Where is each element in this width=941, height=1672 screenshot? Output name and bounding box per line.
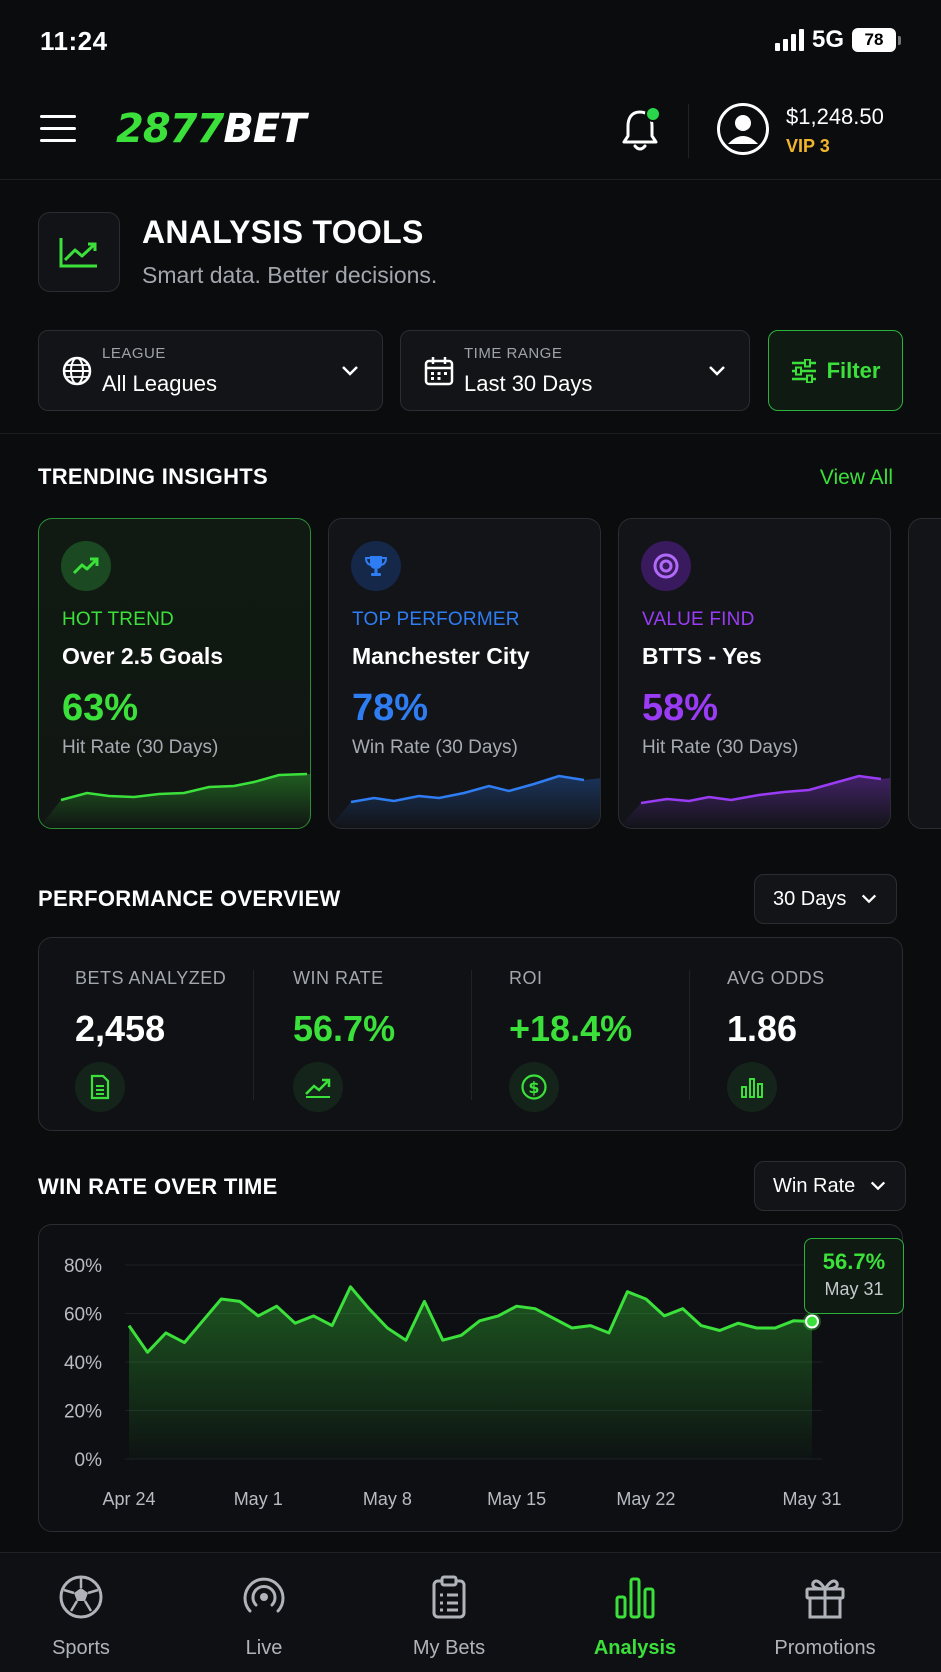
sparkline <box>39 772 310 828</box>
league-label: LEAGUE <box>102 345 166 362</box>
network-label: 5G <box>811 26 844 53</box>
filter-label: Filter <box>826 357 881 383</box>
nav-sports[interactable]: Sports <box>0 1553 171 1672</box>
calendar-icon <box>424 357 454 386</box>
chevron-down-icon <box>709 366 725 376</box>
time-range-value: Last 30 Days <box>464 371 593 396</box>
y-tick-label: 40% <box>64 1353 102 1374</box>
globe-icon <box>62 356 92 386</box>
nav-live[interactable]: Live <box>174 1553 354 1672</box>
section-divider <box>0 433 941 434</box>
app-header <box>0 82 941 180</box>
insight-card-peek[interactable] <box>908 518 941 829</box>
broadcast-icon <box>243 1577 285 1613</box>
league-selector[interactable]: LEAGUE All Leagues <box>38 330 383 411</box>
x-tick-label: May 15 <box>487 1489 546 1509</box>
time-range-label: TIME RANGE <box>464 345 563 362</box>
card-percentage: 78% <box>352 687 429 729</box>
document-icon <box>75 1062 125 1112</box>
x-tick-label: May 22 <box>616 1489 675 1509</box>
view-all-link[interactable]: View All <box>819 466 893 489</box>
account-balance[interactable]: $1,248.50 <box>786 104 884 129</box>
win-chart-title: WIN RATE OVER TIME <box>38 1174 278 1199</box>
sparkline <box>329 774 600 828</box>
vip-level: VIP 3 <box>786 136 830 156</box>
soccer-ball-icon <box>59 1575 103 1619</box>
card-name: Manchester City <box>352 643 530 669</box>
clipboard-icon <box>432 1575 466 1619</box>
card-subtitle: Hit Rate (30 Days) <box>642 737 799 758</box>
dollar-coin-icon: $ <box>509 1062 559 1112</box>
notification-dot <box>645 106 661 122</box>
chevron-down-icon <box>862 894 877 904</box>
x-tick-label: May 1 <box>234 1489 283 1509</box>
league-value: All Leagues <box>102 371 217 396</box>
sliders-icon <box>791 358 816 383</box>
time-range-selector[interactable]: TIME RANGE Last 30 Days <box>400 330 750 411</box>
x-tick-label: May 8 <box>363 1489 412 1509</box>
trending-title: TRENDING INSIGHTS <box>38 464 268 489</box>
card-tag: VALUE FIND <box>642 609 755 630</box>
x-tick-label: Apr 24 <box>102 1489 155 1509</box>
filter-button[interactable]: Filter <box>768 330 903 411</box>
battery-level: 78 <box>852 28 896 52</box>
trophy-icon <box>351 541 401 591</box>
hamburger-menu-icon[interactable] <box>40 115 76 143</box>
card-subtitle: Win Rate (30 Days) <box>352 737 518 758</box>
card-name: Over 2.5 Goals <box>62 643 224 669</box>
y-tick-label: 80% <box>64 1256 102 1277</box>
target-icon <box>641 541 691 591</box>
insight-card-top-performer[interactable]: TOP PERFORMER Manchester City 78% Win Ra… <box>328 518 601 829</box>
nav-analysis[interactable]: Analysis <box>545 1553 725 1672</box>
performance-range-value: 30 Days <box>773 887 847 910</box>
card-subtitle: Hit Rate (30 Days) <box>62 737 219 758</box>
status-indicators: 5G 78 <box>774 26 901 54</box>
card-name: BTTS - Yes <box>642 643 762 669</box>
status-time: 11:24 <box>40 26 108 56</box>
win-rate-line <box>127 1285 813 1354</box>
win-rate-chart: 0% 20% 40% 60% 80% Apr 24 May 1 May 8 May 15 May … <box>38 1224 903 1532</box>
y-tick-label: 60% <box>64 1305 102 1326</box>
y-tick-label: 20% <box>64 1402 102 1423</box>
insight-card-hot-trend[interactable]: HOT TREND Over 2.5 Goals 63% Hit Rate (3… <box>38 518 311 829</box>
svg-text:$: $ <box>528 1078 539 1097</box>
chevron-down-icon <box>342 366 358 376</box>
performance-title: PERFORMANCE OVERVIEW <box>38 886 341 911</box>
performance-range-dropdown[interactable]: 30 Days <box>754 874 898 924</box>
nav-promotions[interactable]: Promotions <box>735 1553 915 1672</box>
page-title: ANALYSIS TOOLS <box>142 214 424 250</box>
card-tag: TOP PERFORMER <box>352 609 520 630</box>
signal-icon <box>774 29 804 51</box>
trending-up-icon <box>293 1062 343 1112</box>
header-divider <box>688 104 689 158</box>
sparkline <box>619 774 890 828</box>
nav-my-bets[interactable]: My Bets <box>359 1553 539 1672</box>
chart-tooltip: 56.7% May 31 <box>804 1238 904 1314</box>
y-tick-label: 0% <box>75 1450 103 1471</box>
chart-metric-dropdown[interactable]: Win Rate <box>754 1161 907 1211</box>
brand-logo[interactable]: 2877BET <box>116 106 306 152</box>
card-percentage: 58% <box>642 687 719 729</box>
page-subtitle: Smart data. Better decisions. <box>142 262 438 288</box>
trending-up-icon <box>61 541 111 591</box>
analysis-tools-icon <box>38 212 120 292</box>
bar-chart-icon <box>615 1577 655 1619</box>
performance-stats: BETS ANALYZED 2,458 WIN RATE 56.7% ROI +… <box>38 937 903 1131</box>
tooltip-date: May 31 <box>824 1279 884 1299</box>
last-point-marker[interactable] <box>805 1314 819 1329</box>
gift-icon <box>805 1579 845 1619</box>
win-rate-chart-svg: 0% 20% 40% 60% 80% Apr 24 May 1 May 8 May 15 May … <box>64 1256 842 1509</box>
x-tick-label: May 31 <box>782 1489 841 1509</box>
card-percentage: 63% <box>62 687 139 729</box>
chart-metric-value: Win Rate <box>773 1174 856 1197</box>
win-rate-area <box>129 1286 812 1459</box>
user-avatar-icon[interactable] <box>716 102 770 156</box>
chevron-down-icon <box>871 1181 886 1191</box>
bottom-navigation: Sports Live My Bets Analysis <box>0 1552 941 1672</box>
tooltip-value: 56.7% <box>822 1249 886 1274</box>
battery-icon: 78 <box>852 28 901 52</box>
card-tag: HOT TREND <box>62 609 174 630</box>
bar-chart-icon <box>727 1062 777 1112</box>
insight-card-value-find[interactable]: VALUE FIND BTTS - Yes 58% Hit Rate (30 D… <box>618 518 891 829</box>
